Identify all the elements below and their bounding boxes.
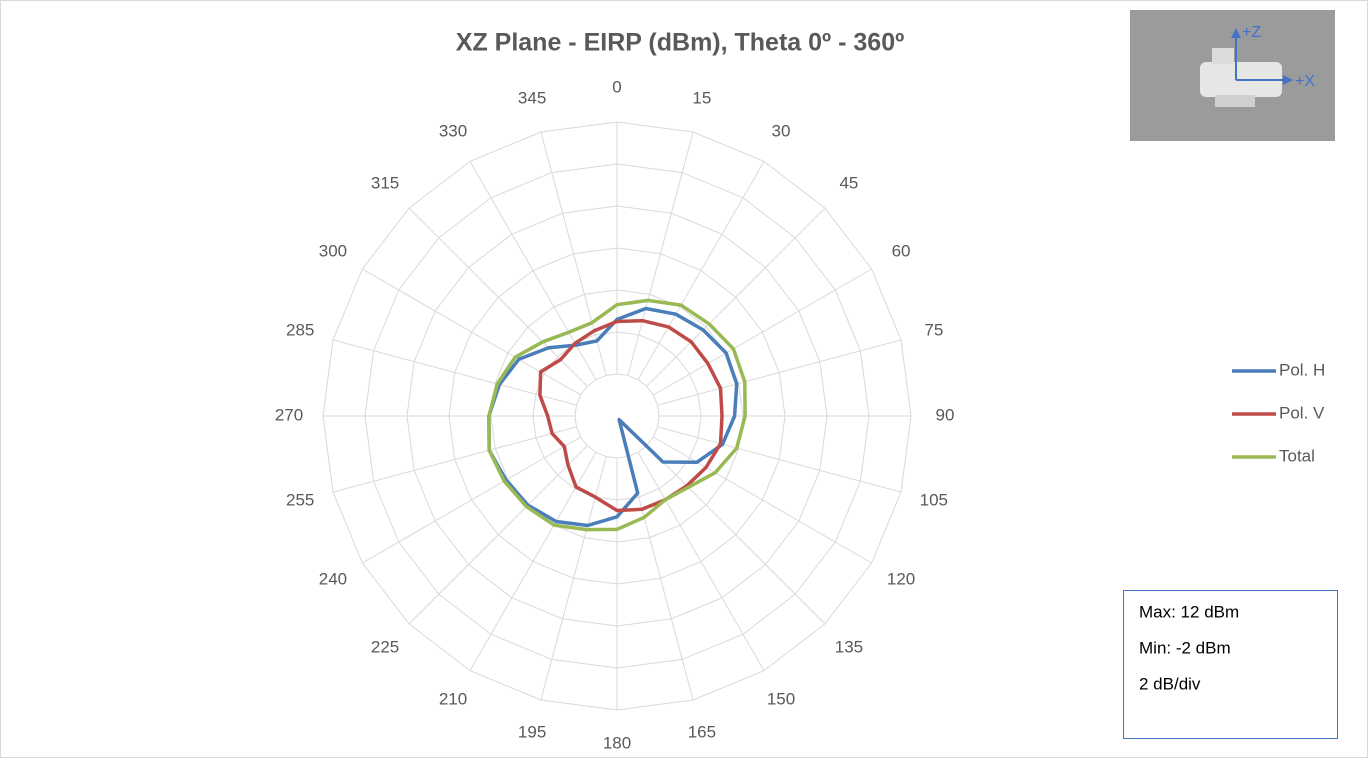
legend-label: Pol. H [1279,360,1325,379]
angle-label: 180 [603,733,631,752]
legend-label: Total [1279,446,1315,465]
arrow-head [1231,28,1241,38]
spoke [653,436,872,564]
spoke [627,131,694,376]
angle-label: 195 [518,722,546,741]
spoke [362,268,581,396]
inset-label: +X [1295,73,1315,90]
inset-label: +Z [1242,24,1261,41]
spoke [637,161,765,380]
angle-label: 120 [887,569,915,588]
angle-label: 165 [688,722,716,741]
spoke [657,426,902,493]
angle-label: 0 [612,77,621,96]
grid [322,121,912,711]
legend-label: Pol. V [1279,403,1325,422]
spoke [646,207,826,387]
spoke [646,445,826,625]
spoke [362,436,581,564]
spoke [653,268,872,396]
angle-label: 315 [371,174,399,193]
angle-label: 330 [439,121,467,140]
series-line [538,318,724,513]
arrow-head [1283,75,1293,85]
spoke [627,456,694,701]
device-part [1212,48,1234,64]
angle-label: 30 [772,121,791,140]
angle-label: 225 [371,637,399,656]
inset-photo: +Z +X [1130,10,1335,141]
annotation: Min: -2 dBm [1139,638,1231,657]
angle-label: 270 [275,405,303,424]
spoke [469,452,597,671]
spoke [408,445,588,625]
annotation: 2 dB/div [1139,674,1201,693]
angle-label: 210 [439,690,467,709]
angle-label: 105 [920,490,948,509]
angle-label: 45 [839,174,858,193]
angle-label: 75 [924,321,943,340]
spoke [408,207,588,387]
angle-label: 135 [835,637,863,656]
angle-label: 345 [518,89,546,108]
spoke [657,339,902,406]
annotation: Max: 12 dBm [1139,602,1239,621]
spoke [540,131,607,376]
spoke [332,339,577,406]
spoke [637,452,765,671]
angle-label: 285 [286,321,314,340]
angle-label: 60 [892,241,911,260]
spoke [332,426,577,493]
angle-label: 90 [936,405,955,424]
chart-title: XZ Plane - EIRP (dBm), Theta 0º - 360º [456,29,904,57]
angle-label: 150 [767,690,795,709]
series-line [487,298,747,532]
annotation-box [1123,590,1338,739]
angle-label: 255 [286,490,314,509]
series-line [487,306,739,528]
angle-label: 15 [692,89,711,108]
angle-label: 240 [319,569,347,588]
angle-label: 300 [319,241,347,260]
device-part [1215,95,1255,107]
